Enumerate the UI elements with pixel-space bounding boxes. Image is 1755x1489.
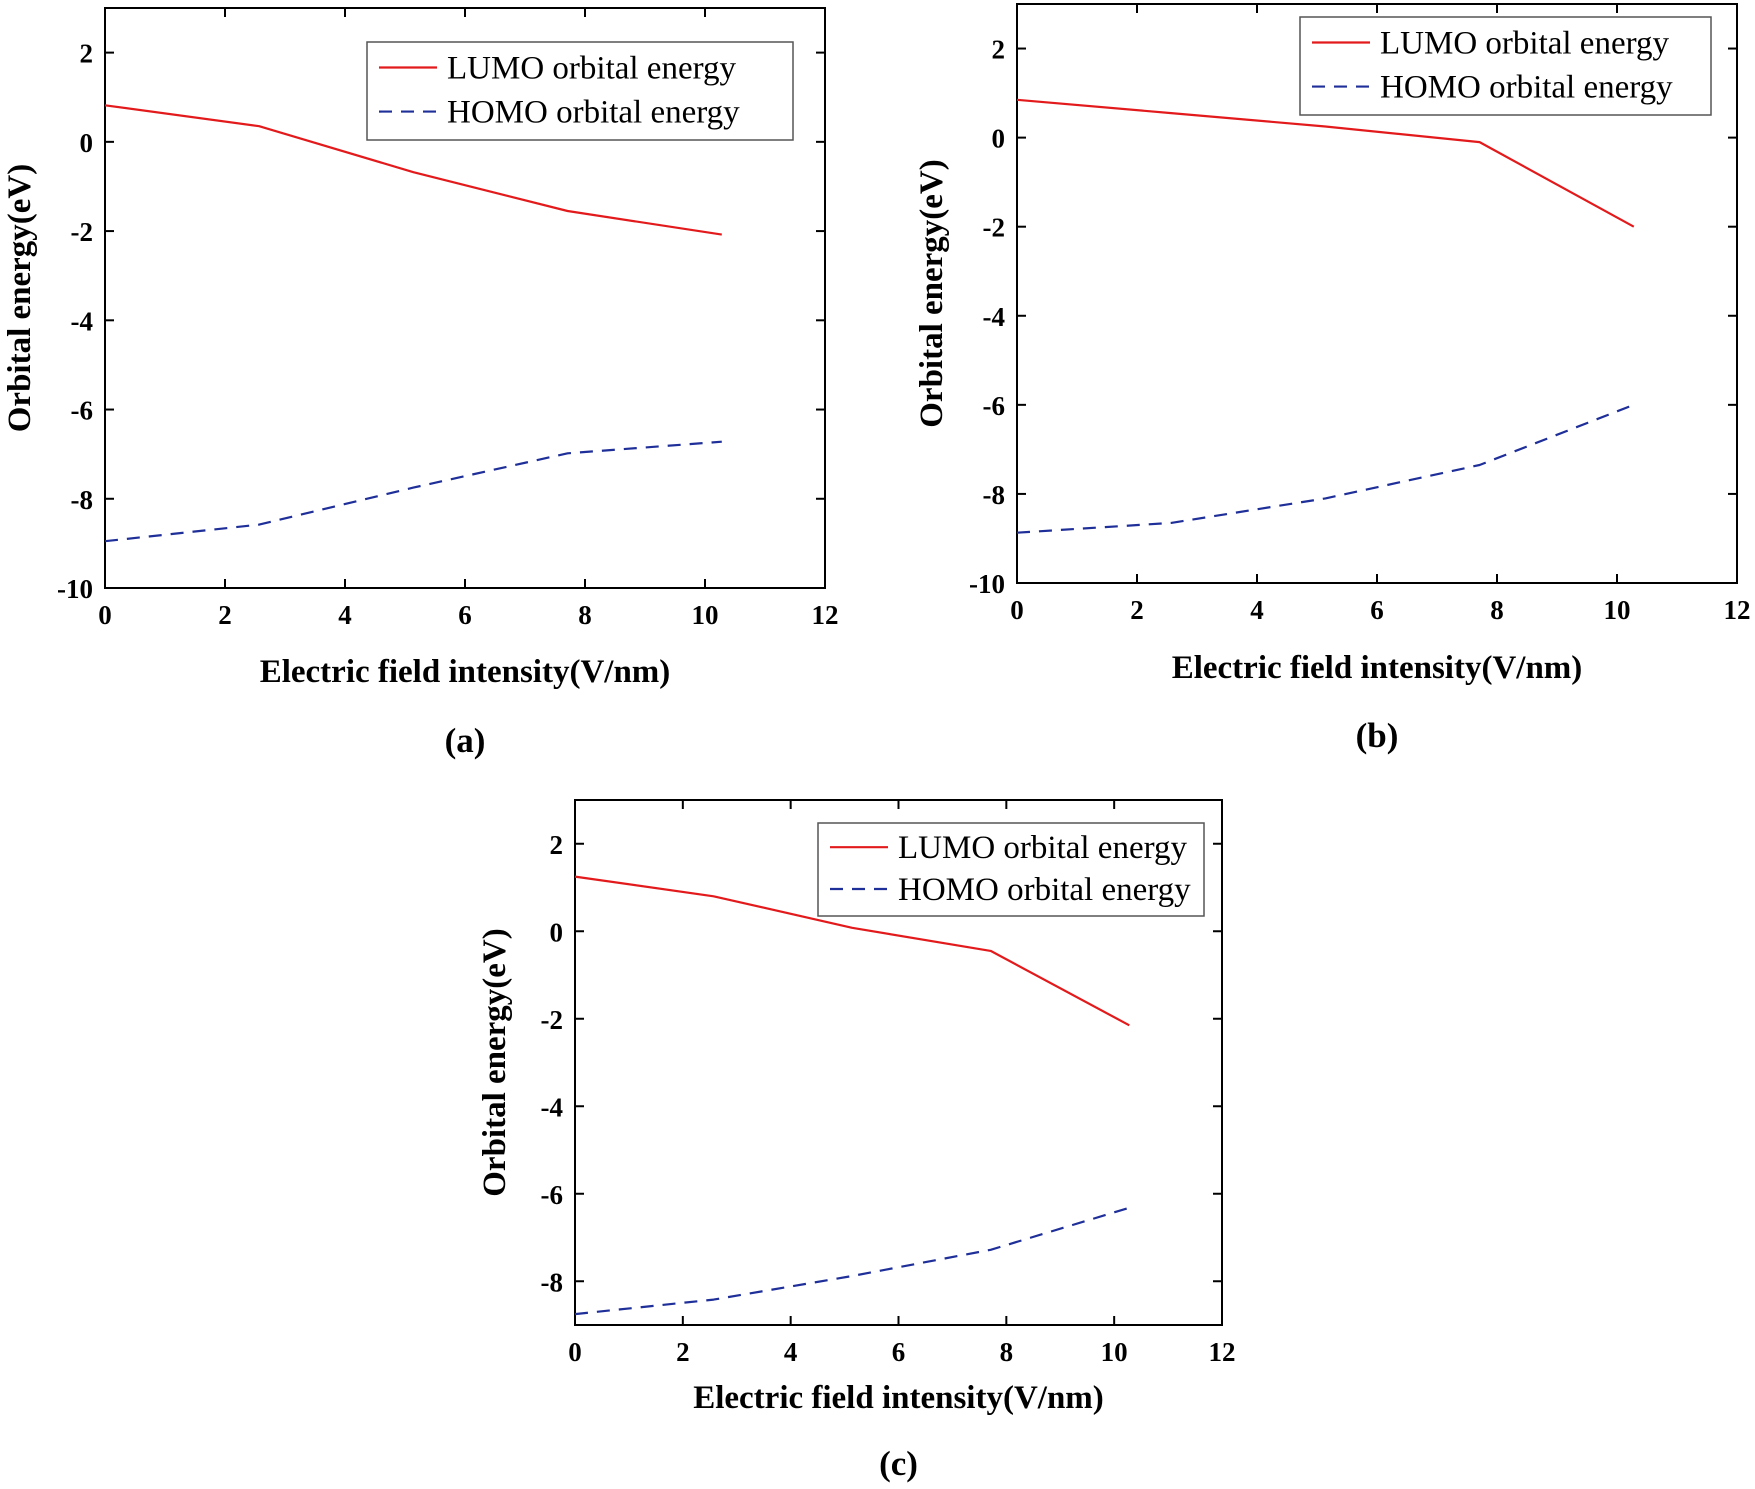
series-line-homo — [574, 1206, 1130, 1316]
legend: LUMO orbital energy HOMO orbital energy — [366, 41, 794, 141]
x-tick-label: 6 — [458, 600, 472, 630]
y-axis-title: Orbital energy(eV) — [2, 164, 38, 433]
x-tick-label: 2 — [676, 1337, 690, 1367]
x-tick-label: 8 — [1000, 1337, 1014, 1367]
y-axis-title: Orbital energy(eV) — [477, 928, 513, 1197]
x-axis-title: Electric field intensity(V/nm) — [693, 1380, 1104, 1416]
x-tick-label: 0 — [1010, 595, 1024, 625]
x-tick-label: 8 — [1490, 595, 1504, 625]
series-line-lumo — [1016, 98, 1635, 228]
y-tick-label: -2 — [71, 217, 94, 247]
y-axis-title: Orbital energy(eV) — [914, 159, 950, 428]
x-tick-label: 4 — [784, 1337, 798, 1367]
x-tick-label: 10 — [692, 600, 719, 630]
y-tick-label: -10 — [57, 574, 93, 604]
x-tick-label: 4 — [338, 600, 352, 630]
y-tick-label: -6 — [541, 1180, 564, 1210]
y-tick-label: 2 — [80, 39, 94, 69]
legend: LUMO orbital energy HOMO orbital energy — [817, 822, 1205, 917]
x-axis-title: Electric field intensity(V/nm) — [1172, 650, 1583, 686]
legend-label-homo: HOMO orbital energy — [447, 95, 740, 131]
y-tick-label: 0 — [992, 124, 1006, 154]
legend-label-homo: HOMO orbital energy — [1380, 70, 1673, 106]
x-tick-label: 12 — [1724, 595, 1751, 625]
legend-box — [366, 41, 794, 141]
y-tick-label: -6 — [983, 391, 1006, 421]
y-tick-label: 0 — [550, 917, 564, 947]
y-tick-label: 2 — [992, 35, 1006, 65]
y-tick-label: -10 — [969, 569, 1005, 599]
y-tick-label: -8 — [541, 1267, 564, 1297]
legend: LUMO orbital energy HOMO orbital energy — [1299, 16, 1712, 116]
x-tick-label: 8 — [578, 600, 592, 630]
panel-label: (a) — [445, 721, 486, 760]
legend-label-lumo: LUMO orbital energy — [447, 50, 736, 86]
x-tick-label: 0 — [98, 600, 112, 630]
y-tick-label: -4 — [983, 302, 1006, 332]
x-axis-title: Electric field intensity(V/nm) — [260, 654, 671, 690]
chart-panel-b: 0 2 4 6 8 10 12 -10 -8 -6 -4 -2 0 2 Electric field int… — [914, 3, 1751, 755]
y-tick-label: -4 — [541, 1092, 564, 1122]
y-tick-label: 0 — [80, 128, 94, 158]
y-tick-label: -2 — [983, 213, 1006, 243]
y-tick-label: 2 — [550, 830, 564, 860]
x-tick-label: 2 — [1130, 595, 1144, 625]
panel-label: (c) — [879, 1444, 918, 1483]
x-tick-label: 6 — [1370, 595, 1384, 625]
y-tick-label: -8 — [983, 480, 1006, 510]
series-line-homo — [104, 440, 722, 543]
series-line-lumo — [574, 875, 1130, 1027]
series-line-lumo — [104, 104, 722, 236]
x-tick-label: 4 — [1250, 595, 1264, 625]
series-line-homo — [1016, 403, 1635, 534]
y-tick-label: -2 — [541, 1005, 564, 1035]
legend-label-lumo: LUMO orbital energy — [898, 830, 1187, 866]
legend-box — [817, 822, 1205, 917]
y-tick-label: -8 — [71, 485, 94, 515]
y-tick-label: -4 — [71, 306, 94, 336]
legend-box — [1299, 16, 1712, 116]
legend-label-homo: HOMO orbital energy — [898, 872, 1191, 908]
x-tick-label: 6 — [892, 1337, 906, 1367]
x-tick-label: 2 — [218, 600, 232, 630]
x-tick-label: 12 — [1209, 1337, 1236, 1367]
panel-label: (b) — [1356, 716, 1399, 755]
x-tick-label: 12 — [812, 600, 839, 630]
x-tick-label: 10 — [1604, 595, 1631, 625]
legend-label-lumo: LUMO orbital energy — [1380, 25, 1669, 61]
x-tick-label: 10 — [1101, 1337, 1128, 1367]
x-tick-label: 0 — [568, 1337, 582, 1367]
chart-panel-a: 0 2 4 6 8 10 12 -10 -8 -6 -4 -2 0 2 Electric field int… — [2, 7, 839, 760]
y-tick-label: -6 — [71, 396, 94, 426]
